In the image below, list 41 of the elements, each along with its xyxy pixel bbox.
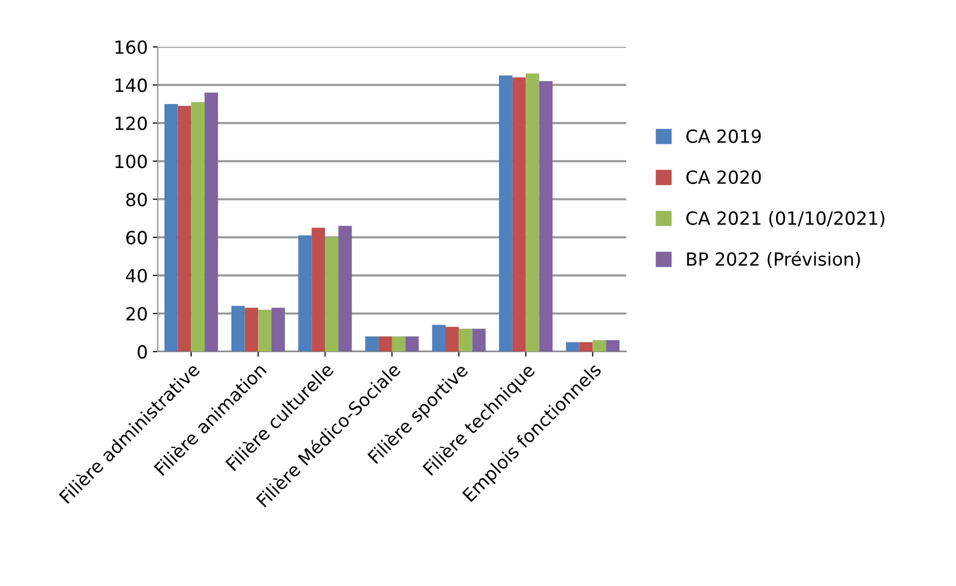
y-tick-label: 160 xyxy=(116,40,147,54)
bar xyxy=(164,104,178,352)
bar xyxy=(191,102,205,352)
bar xyxy=(579,342,593,352)
bar xyxy=(178,106,192,352)
bar xyxy=(472,328,486,352)
bar xyxy=(432,324,446,352)
bar xyxy=(499,75,512,352)
bar xyxy=(405,336,419,352)
bar xyxy=(312,228,326,352)
y-tick-label: 60 xyxy=(126,230,147,244)
bar xyxy=(231,306,245,352)
bar xyxy=(338,226,352,352)
y-tick-label: 140 xyxy=(116,78,147,92)
y-tick-label: 120 xyxy=(116,116,147,130)
y-tick-label: 100 xyxy=(116,154,147,168)
bar xyxy=(378,336,392,352)
bar xyxy=(258,310,272,352)
y-tick-label: 40 xyxy=(126,268,147,283)
bar xyxy=(244,308,258,352)
bar xyxy=(445,326,459,352)
bar xyxy=(566,342,580,352)
bar xyxy=(592,340,606,352)
y-tick-label: 80 xyxy=(126,192,147,206)
bar xyxy=(365,336,379,352)
y-tick-label: 20 xyxy=(126,306,147,321)
legend-label: CA 2020 xyxy=(686,170,761,184)
bar xyxy=(458,328,472,352)
bar xyxy=(526,74,540,352)
bar xyxy=(392,336,406,352)
bar xyxy=(272,308,285,352)
legend-label: CA 2019 xyxy=(686,129,761,144)
legend-label: BP 2022 (Prévision) xyxy=(687,251,860,268)
bar xyxy=(539,81,553,352)
bar xyxy=(512,77,526,352)
y-tick-label: 0 xyxy=(138,345,147,359)
bar xyxy=(204,92,218,352)
bar xyxy=(325,237,338,352)
bar xyxy=(298,235,312,352)
legend-label: CA 2021 (01/10/2021) xyxy=(686,210,884,228)
bar xyxy=(606,340,620,352)
